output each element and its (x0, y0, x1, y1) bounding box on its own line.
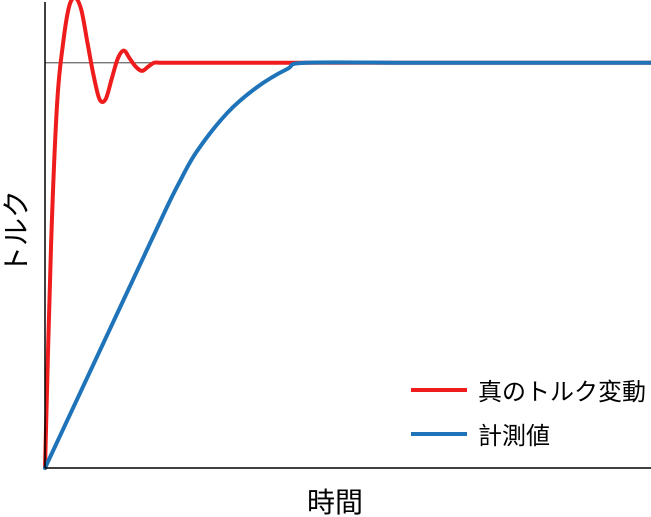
legend-label-true-torque: 真のトルク変動 (478, 378, 646, 406)
legend: 真のトルク変動 計測値 (411, 378, 646, 450)
series-measured-line (43, 60, 651, 470)
y-axis-label: トルク (0, 190, 33, 274)
legend-label-measured: 計測値 (478, 422, 550, 450)
x-axis-label: 時間 (307, 486, 363, 517)
series-layer (43, 0, 651, 470)
series-true-torque-line (43, 0, 651, 470)
